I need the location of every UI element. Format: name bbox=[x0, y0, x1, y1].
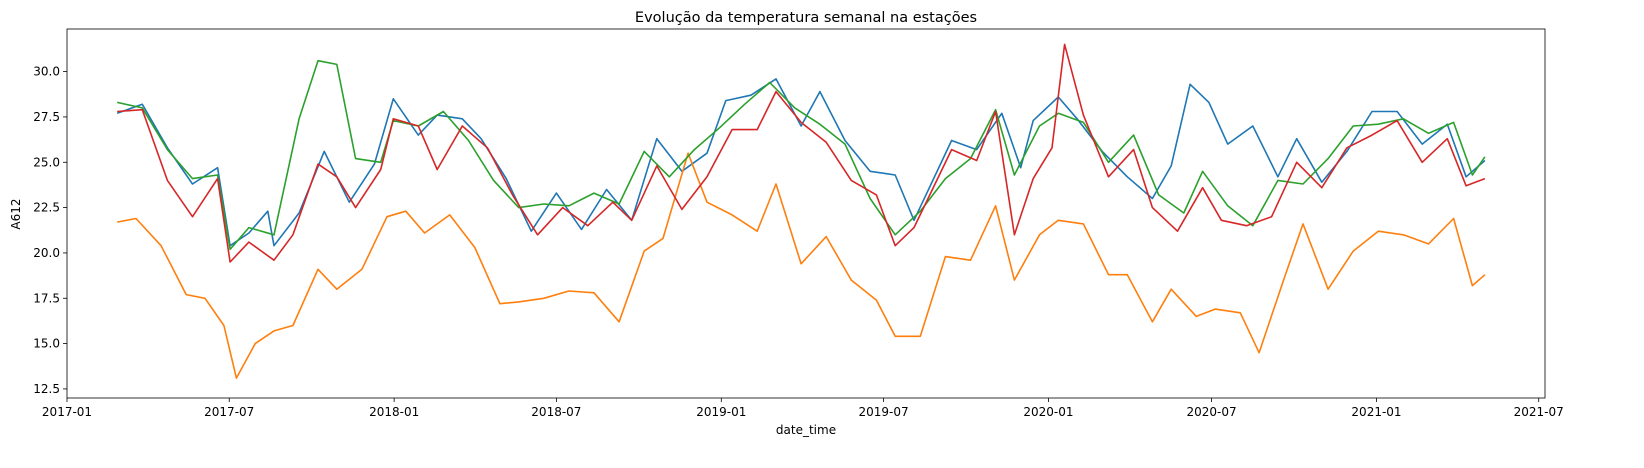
x-tick-label: 2017-07 bbox=[204, 405, 254, 419]
y-tick-label: 12.5 bbox=[33, 382, 60, 396]
plot-area bbox=[117, 44, 1485, 378]
y-tick-label: 15.0 bbox=[33, 337, 60, 351]
x-axis: 2017-01 2017-07 2018-01 2018-07 2019-01 2019-… bbox=[42, 398, 1564, 419]
x-tick-label: 2020-07 bbox=[1187, 405, 1237, 419]
y-tick-label: 30.0 bbox=[33, 65, 60, 79]
x-tick-label: 2018-07 bbox=[531, 405, 581, 419]
y-tick-label: 22.5 bbox=[33, 201, 60, 215]
series-line-2 bbox=[117, 153, 1485, 378]
x-tick-label: 2018-01 bbox=[369, 405, 419, 419]
series-line-1 bbox=[117, 79, 1485, 246]
x-axis-label: date_time bbox=[776, 423, 836, 437]
x-tick-label: 2021-01 bbox=[1351, 405, 1401, 419]
x-tick-label: 2021-07 bbox=[1514, 405, 1564, 419]
y-tick-label: 25.0 bbox=[33, 155, 60, 169]
x-tick-label: 2019-01 bbox=[696, 405, 746, 419]
y-axis-label: A612 bbox=[9, 198, 23, 229]
chart-title: Evolução da temperatura semanal na estaç… bbox=[635, 10, 977, 26]
y-tick-label: 20.0 bbox=[33, 246, 60, 260]
x-tick-label: 2019-07 bbox=[858, 405, 908, 419]
y-axis: 12.5 15.0 17.5 20.0 22.5 25.0 27.5 30.0 bbox=[33, 65, 67, 396]
axes-frame bbox=[67, 29, 1545, 398]
x-tick-label: 2020-01 bbox=[1023, 405, 1073, 419]
series-line-4 bbox=[117, 44, 1485, 262]
x-tick-label: 2017-01 bbox=[42, 405, 92, 419]
y-tick-label: 17.5 bbox=[33, 291, 60, 305]
y-tick-label: 27.5 bbox=[33, 110, 60, 124]
